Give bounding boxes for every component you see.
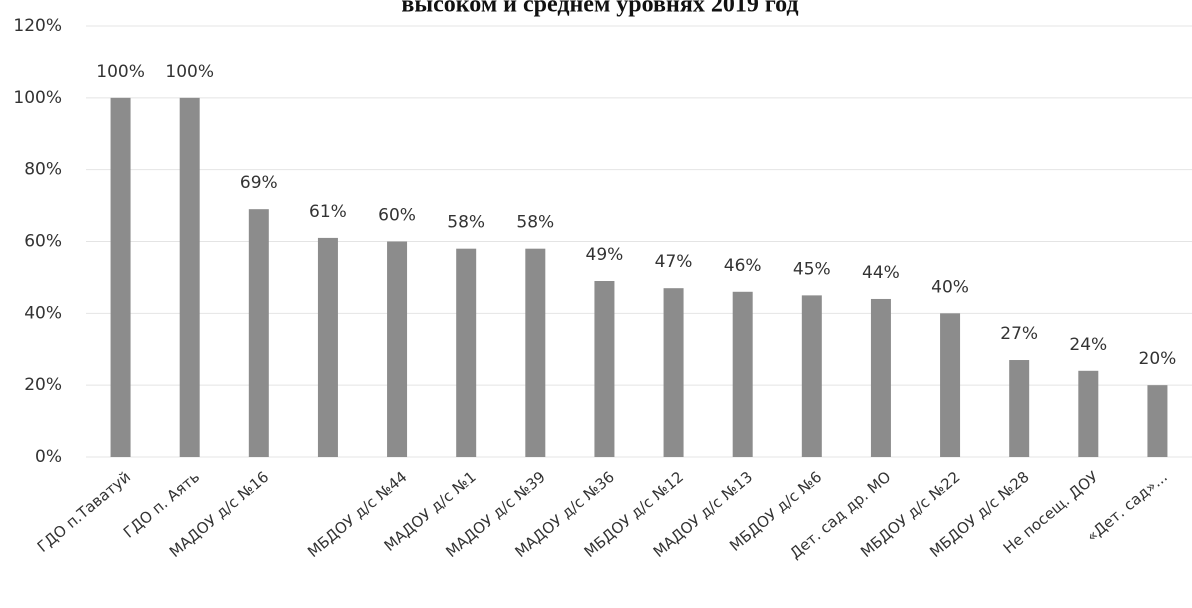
value-label: 61%	[309, 202, 347, 222]
y-tick-label: 20%	[24, 375, 62, 395]
bar	[801, 295, 822, 457]
value-label: 46%	[724, 256, 762, 276]
y-tick-label: 120%	[13, 16, 62, 36]
value-label: 40%	[931, 277, 969, 297]
value-label: 100%	[165, 62, 214, 82]
y-tick-label: 40%	[24, 303, 62, 323]
bar	[248, 209, 269, 457]
y-tick-label: 0%	[35, 447, 62, 467]
value-label: 58%	[447, 213, 485, 233]
bar	[1147, 385, 1168, 457]
bar	[525, 248, 546, 457]
bar	[1078, 370, 1099, 457]
bar	[110, 97, 131, 457]
value-label: 60%	[378, 206, 416, 226]
bar	[456, 248, 477, 457]
bar	[732, 291, 753, 457]
value-label: 24%	[1069, 335, 1107, 355]
x-tick-label: ГДО п.Таватуй	[34, 468, 134, 556]
bar	[940, 313, 961, 457]
bar	[1009, 360, 1030, 457]
y-tick-label: 60%	[24, 232, 62, 252]
value-label: 100%	[96, 62, 145, 82]
y-tick-label: 100%	[13, 88, 62, 108]
value-label: 27%	[1000, 324, 1038, 344]
bar	[663, 288, 684, 457]
value-label: 49%	[586, 245, 624, 265]
bar	[317, 237, 338, 457]
value-label: 58%	[516, 213, 554, 233]
y-tick-label: 80%	[24, 160, 62, 180]
value-label: 45%	[793, 259, 831, 279]
value-label: 47%	[655, 252, 693, 272]
value-label: 69%	[240, 173, 278, 193]
bar	[870, 298, 891, 457]
bar	[179, 97, 200, 457]
chart-title: высоком и среднем уровнях 2019 год	[401, 0, 798, 18]
bar	[594, 281, 615, 457]
bar	[387, 241, 408, 457]
value-label: 20%	[1139, 349, 1177, 369]
value-label: 44%	[862, 263, 900, 283]
